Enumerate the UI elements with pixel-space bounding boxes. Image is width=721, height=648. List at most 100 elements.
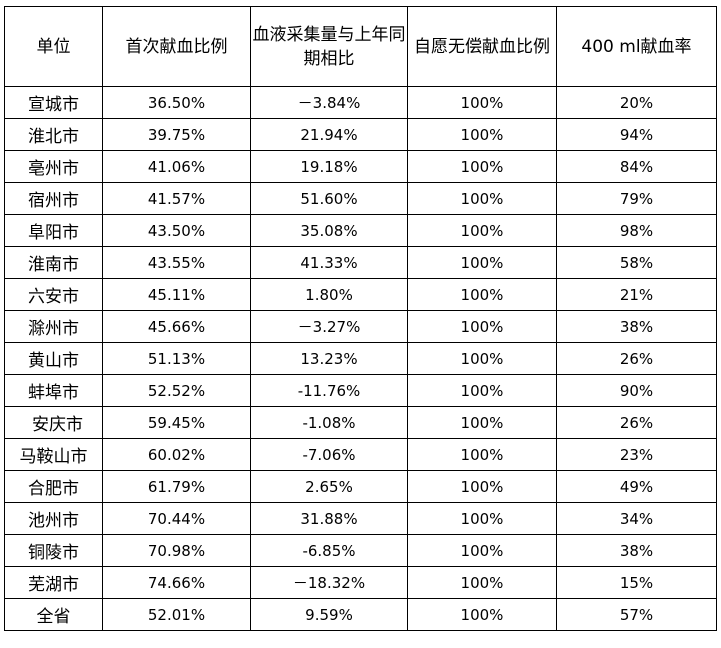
cell-yoy: -11.76% — [250, 374, 408, 407]
table-row: 全省 52.01% 9.59% 100% 57% — [4, 598, 717, 631]
table-row: 芜湖市 74.66% －18.32% 100% 15% — [4, 566, 717, 599]
cell-first-time-ratio: 70.44% — [102, 502, 251, 535]
cell-400ml: 23% — [556, 438, 717, 471]
cell-unit: 宿州市 — [4, 182, 103, 215]
header-unit: 单位 — [4, 6, 103, 87]
table-row: 亳州市 41.06% 19.18% 100% 84% — [4, 150, 717, 183]
table-row: 池州市 70.44% 31.88% 100% 34% — [4, 502, 717, 535]
cell-unit: 安庆市 — [4, 406, 103, 439]
cell-yoy: -7.06% — [250, 438, 408, 471]
cell-first-time-ratio: 60.02% — [102, 438, 251, 471]
cell-yoy: -1.08% — [250, 406, 408, 439]
cell-unit: 蚌埠市 — [4, 374, 103, 407]
table-row: 六安市 45.11% 1.80% 100% 21% — [4, 278, 717, 311]
table-row: 蚌埠市 52.52% -11.76% 100% 90% — [4, 374, 717, 407]
cell-400ml: 26% — [556, 342, 717, 375]
cell-voluntary: 100% — [407, 598, 557, 631]
cell-yoy: 21.94% — [250, 118, 408, 151]
table-row: 铜陵市 70.98% -6.85% 100% 38% — [4, 534, 717, 567]
cell-first-time-ratio: 51.13% — [102, 342, 251, 375]
blood-donation-table: 单位 首次献血比例 血液采集量与上年同期相比 自愿无偿献血比例 400 ml献血… — [4, 6, 717, 631]
table-row: 宣城市 36.50% －3.84% 100% 20% — [4, 86, 717, 119]
cell-first-time-ratio: 52.01% — [102, 598, 251, 631]
cell-unit: 铜陵市 — [4, 534, 103, 567]
cell-first-time-ratio: 36.50% — [102, 86, 251, 119]
cell-400ml: 38% — [556, 534, 717, 567]
cell-unit: 全省 — [4, 598, 103, 631]
cell-voluntary: 100% — [407, 246, 557, 279]
cell-400ml: 98% — [556, 214, 717, 247]
cell-voluntary: 100% — [407, 406, 557, 439]
header-yoy: 血液采集量与上年同期相比 — [250, 6, 408, 87]
cell-unit: 亳州市 — [4, 150, 103, 183]
cell-voluntary: 100% — [407, 566, 557, 599]
cell-yoy: －3.84% — [250, 86, 408, 119]
header-first-time-ratio: 首次献血比例 — [102, 6, 251, 87]
cell-voluntary: 100% — [407, 214, 557, 247]
cell-yoy: 35.08% — [250, 214, 408, 247]
cell-first-time-ratio: 43.55% — [102, 246, 251, 279]
cell-voluntary: 100% — [407, 342, 557, 375]
cell-unit: 淮北市 — [4, 118, 103, 151]
cell-400ml: 34% — [556, 502, 717, 535]
cell-400ml: 94% — [556, 118, 717, 151]
cell-first-time-ratio: 41.06% — [102, 150, 251, 183]
cell-voluntary: 100% — [407, 278, 557, 311]
cell-unit: 池州市 — [4, 502, 103, 535]
cell-yoy: 31.88% — [250, 502, 408, 535]
cell-400ml: 38% — [556, 310, 717, 343]
cell-unit: 阜阳市 — [4, 214, 103, 247]
table-row: 黄山市 51.13% 13.23% 100% 26% — [4, 342, 717, 375]
cell-voluntary: 100% — [407, 310, 557, 343]
cell-unit: 滁州市 — [4, 310, 103, 343]
cell-first-time-ratio: 43.50% — [102, 214, 251, 247]
table-header-row: 单位 首次献血比例 血液采集量与上年同期相比 自愿无偿献血比例 400 ml献血… — [4, 6, 717, 87]
cell-400ml: 15% — [556, 566, 717, 599]
table-body: 宣城市 36.50% －3.84% 100% 20% 淮北市 39.75% 21.94% 100… — [4, 86, 717, 631]
cell-voluntary: 100% — [407, 534, 557, 567]
cell-400ml: 57% — [556, 598, 717, 631]
cell-first-time-ratio: 45.66% — [102, 310, 251, 343]
cell-yoy: －18.32% — [250, 566, 408, 599]
cell-first-time-ratio: 59.45% — [102, 406, 251, 439]
cell-400ml: 20% — [556, 86, 717, 119]
header-voluntary: 自愿无偿献血比例 — [407, 6, 557, 87]
cell-unit: 黄山市 — [4, 342, 103, 375]
cell-first-time-ratio: 70.98% — [102, 534, 251, 567]
cell-first-time-ratio: 74.66% — [102, 566, 251, 599]
cell-yoy: -6.85% — [250, 534, 408, 567]
cell-400ml: 21% — [556, 278, 717, 311]
cell-voluntary: 100% — [407, 374, 557, 407]
table-row: 淮北市 39.75% 21.94% 100% 94% — [4, 118, 717, 151]
cell-voluntary: 100% — [407, 182, 557, 215]
table-row: 宿州市 41.57% 51.60% 100% 79% — [4, 182, 717, 215]
cell-first-time-ratio: 45.11% — [102, 278, 251, 311]
cell-400ml: 79% — [556, 182, 717, 215]
cell-voluntary: 100% — [407, 438, 557, 471]
cell-voluntary: 100% — [407, 86, 557, 119]
table-row: 阜阳市 43.50% 35.08% 100% 98% — [4, 214, 717, 247]
table-row: 淮南市 43.55% 41.33% 100% 58% — [4, 246, 717, 279]
cell-yoy: 2.65% — [250, 470, 408, 503]
header-400ml: 400 ml献血率 — [556, 6, 717, 87]
cell-yoy: 13.23% — [250, 342, 408, 375]
table-row: 滁州市 45.66% －3.27% 100% 38% — [4, 310, 717, 343]
cell-unit: 淮南市 — [4, 246, 103, 279]
cell-yoy: 41.33% — [250, 246, 408, 279]
table-row: 合肥市 61.79% 2.65% 100% 49% — [4, 470, 717, 503]
cell-yoy: －3.27% — [250, 310, 408, 343]
cell-unit: 芜湖市 — [4, 566, 103, 599]
cell-first-time-ratio: 61.79% — [102, 470, 251, 503]
cell-first-time-ratio: 41.57% — [102, 182, 251, 215]
table-row: 安庆市 59.45% -1.08% 100% 26% — [4, 406, 717, 439]
cell-voluntary: 100% — [407, 502, 557, 535]
cell-yoy: 9.59% — [250, 598, 408, 631]
cell-voluntary: 100% — [407, 118, 557, 151]
cell-unit: 合肥市 — [4, 470, 103, 503]
cell-unit: 六安市 — [4, 278, 103, 311]
cell-yoy: 1.80% — [250, 278, 408, 311]
cell-400ml: 90% — [556, 374, 717, 407]
cell-first-time-ratio: 52.52% — [102, 374, 251, 407]
cell-yoy: 51.60% — [250, 182, 408, 215]
